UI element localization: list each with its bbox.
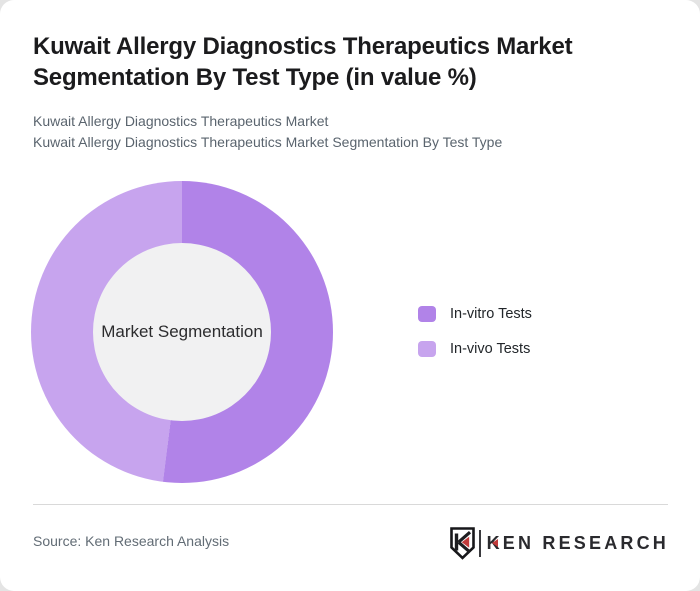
legend-item[interactable]: In-vitro Tests xyxy=(418,306,532,322)
logo-k-red-triangle-icon xyxy=(491,539,498,547)
donut-center-label: Market Segmentation xyxy=(101,322,263,341)
legend-swatch xyxy=(418,341,436,357)
legend-label: In-vitro Tests xyxy=(450,306,532,322)
legend-label: In-vivo Tests xyxy=(450,341,531,357)
donut-chart[interactable]: Market Segmentation xyxy=(31,181,333,483)
donut-center: Market Segmentation xyxy=(93,243,271,421)
page-title: Kuwait Allergy Diagnostics Therapeutics … xyxy=(33,33,573,91)
ken-research-shield-icon xyxy=(449,526,475,560)
ken-research-logo: KEN RESEARCH xyxy=(449,525,669,561)
source-note: Source: Ken Research Analysis xyxy=(33,533,230,549)
logo-separator xyxy=(478,529,481,557)
legend-item[interactable]: In-vivo Tests xyxy=(418,341,532,357)
subtitle-line-1: Kuwait Allergy Diagnostics Therapeutics … xyxy=(33,113,329,129)
legend: In-vitro Tests In-vivo Tests xyxy=(418,306,532,376)
logo-wordmark-text: KEN RESEARCH xyxy=(486,533,669,553)
subtitle-line-2: Kuwait Allergy Diagnostics Therapeutics … xyxy=(33,134,503,150)
logo-wordmark: KEN RESEARCH xyxy=(487,534,669,552)
chart-subtitles: Kuwait Allergy Diagnostics Therapeutics … xyxy=(33,111,653,153)
legend-swatch xyxy=(418,306,436,322)
footer-divider xyxy=(33,504,668,505)
